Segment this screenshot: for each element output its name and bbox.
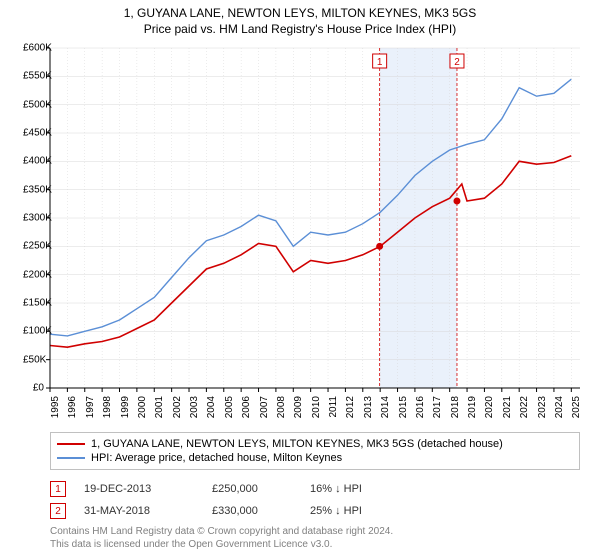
x-tick-label: 2014 bbox=[380, 374, 391, 396]
sale-diff-1: 16% ↓ HPI bbox=[310, 483, 390, 495]
y-tick-label: £0 bbox=[23, 383, 44, 394]
x-tick-label: 2003 bbox=[189, 374, 200, 396]
sale-row-2: 2 31-MAY-2018 £330,000 25% ↓ HPI bbox=[50, 500, 390, 522]
sales-table: 1 19-DEC-2013 £250,000 16% ↓ HPI 2 31-MA… bbox=[50, 478, 390, 522]
sale-marker-2: 2 bbox=[50, 503, 66, 519]
sale-date-2: 31-MAY-2018 bbox=[84, 505, 194, 517]
legend-item-hpi: HPI: Average price, detached house, Milt… bbox=[57, 451, 573, 465]
x-tick-label: 2007 bbox=[259, 374, 270, 396]
chart-title-2: Price paid vs. HM Land Registry's House … bbox=[0, 22, 600, 36]
x-tick-label: 2005 bbox=[224, 374, 235, 396]
legend: 1, GUYANA LANE, NEWTON LEYS, MILTON KEYN… bbox=[50, 432, 580, 470]
x-tick-label: 2018 bbox=[450, 374, 461, 396]
x-tick-label: 2009 bbox=[293, 374, 304, 396]
x-tick-label: 2024 bbox=[554, 374, 565, 396]
y-tick-label: £600K bbox=[23, 43, 44, 54]
y-tick-label: £450K bbox=[23, 128, 44, 139]
sale-row-1: 1 19-DEC-2013 £250,000 16% ↓ HPI bbox=[50, 478, 390, 500]
y-tick-label: £100K bbox=[23, 326, 44, 337]
x-tick-label: 2010 bbox=[311, 374, 322, 396]
y-tick-label: £150K bbox=[23, 298, 44, 309]
x-tick-label: 1996 bbox=[67, 374, 78, 396]
sale-marker-1: 1 bbox=[50, 481, 66, 497]
sale-price-1: £250,000 bbox=[212, 483, 292, 495]
legend-swatch-hpi bbox=[57, 457, 85, 459]
footer-attribution: Contains HM Land Registry data © Crown c… bbox=[50, 525, 393, 551]
chart-title-1: 1, GUYANA LANE, NEWTON LEYS, MILTON KEYN… bbox=[0, 6, 600, 20]
x-tick-label: 2000 bbox=[137, 374, 148, 396]
x-tick-label: 1995 bbox=[50, 374, 61, 396]
legend-label-hpi: HPI: Average price, detached house, Milt… bbox=[91, 452, 342, 464]
svg-text:2: 2 bbox=[454, 57, 460, 68]
x-tick-label: 2013 bbox=[363, 374, 374, 396]
x-tick-label: 2006 bbox=[241, 374, 252, 396]
sale-date-1: 19-DEC-2013 bbox=[84, 483, 194, 495]
x-tick-label: 2004 bbox=[206, 374, 217, 396]
y-tick-label: £550K bbox=[23, 71, 44, 82]
x-tick-label: 2023 bbox=[537, 374, 548, 396]
legend-item-property: 1, GUYANA LANE, NEWTON LEYS, MILTON KEYN… bbox=[57, 437, 573, 451]
sale-price-2: £330,000 bbox=[212, 505, 292, 517]
x-tick-label: 2025 bbox=[571, 374, 582, 396]
x-tick-label: 2011 bbox=[328, 374, 339, 396]
chart-plot-area: 12 bbox=[50, 48, 580, 388]
x-tick-label: 2008 bbox=[276, 374, 287, 396]
x-tick-label: 2016 bbox=[415, 374, 426, 396]
x-tick-label: 2015 bbox=[398, 374, 409, 396]
footer-line-2: This data is licensed under the Open Gov… bbox=[50, 538, 393, 551]
y-tick-label: £50K bbox=[23, 354, 44, 365]
sale-diff-2: 25% ↓ HPI bbox=[310, 505, 390, 517]
svg-text:1: 1 bbox=[377, 57, 383, 68]
x-tick-label: 2012 bbox=[345, 374, 356, 396]
x-tick-label: 2001 bbox=[154, 374, 165, 396]
y-tick-label: £500K bbox=[23, 99, 44, 110]
legend-label-property: 1, GUYANA LANE, NEWTON LEYS, MILTON KEYN… bbox=[91, 438, 503, 450]
y-tick-label: £200K bbox=[23, 269, 44, 280]
y-tick-label: £300K bbox=[23, 213, 44, 224]
y-tick-label: £250K bbox=[23, 241, 44, 252]
x-tick-label: 2019 bbox=[467, 374, 478, 396]
legend-swatch-property bbox=[57, 443, 85, 445]
x-tick-label: 2020 bbox=[484, 374, 495, 396]
x-tick-label: 2021 bbox=[502, 374, 513, 396]
x-tick-label: 2017 bbox=[432, 374, 443, 396]
x-tick-label: 1998 bbox=[102, 374, 113, 396]
x-tick-label: 1999 bbox=[120, 374, 131, 396]
x-tick-label: 2002 bbox=[172, 374, 183, 396]
footer-line-1: Contains HM Land Registry data © Crown c… bbox=[50, 525, 393, 538]
y-tick-label: £350K bbox=[23, 184, 44, 195]
y-tick-label: £400K bbox=[23, 156, 44, 167]
x-tick-label: 2022 bbox=[519, 374, 530, 396]
x-tick-label: 1997 bbox=[85, 374, 96, 396]
